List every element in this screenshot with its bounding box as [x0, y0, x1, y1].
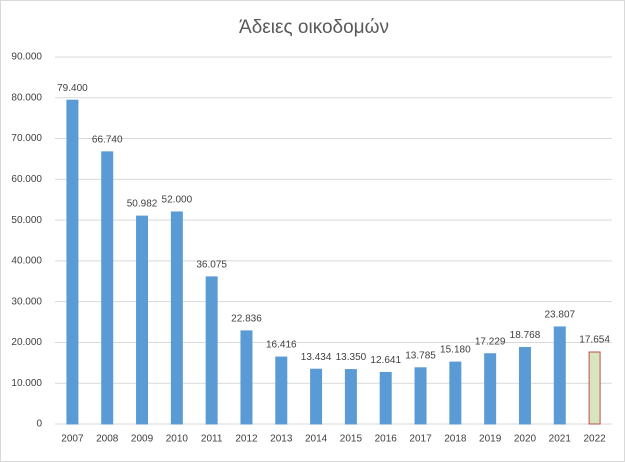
- bar: [275, 356, 288, 425]
- bar: [66, 99, 79, 425]
- y-tick-label: 10.000: [11, 378, 42, 389]
- x-tick-label: 2019: [479, 434, 502, 445]
- value-label: 18.768: [510, 330, 541, 341]
- value-label: 13.785: [405, 350, 436, 361]
- bar: [449, 361, 462, 425]
- x-tick-label: 2017: [409, 434, 432, 445]
- bar: [518, 346, 531, 425]
- bar: [240, 330, 253, 425]
- x-tick-label: 2011: [201, 434, 223, 445]
- x-tick-label: 2007: [61, 434, 84, 445]
- chart-title: Άδειες οικοδομών: [239, 17, 389, 38]
- value-label: 52.000: [162, 195, 193, 206]
- value-label: 50.982: [127, 199, 158, 210]
- y-tick-label: 80.000: [11, 92, 42, 103]
- bar: [101, 151, 114, 425]
- bar: [414, 367, 427, 425]
- x-tick-label: 2020: [514, 434, 537, 445]
- value-label: 22.836: [231, 314, 262, 325]
- value-label: 36.075: [196, 260, 227, 271]
- x-tick-label: 2010: [166, 434, 189, 445]
- value-label: 79.400: [57, 83, 88, 94]
- bar: [205, 276, 218, 425]
- x-tick-label: 2016: [375, 434, 398, 445]
- y-tick-label: 40.000: [11, 256, 42, 267]
- value-label: 17.229: [475, 336, 506, 347]
- x-tick-label: 2008: [96, 434, 119, 445]
- y-tick-label: 20.000: [11, 337, 42, 348]
- value-label: 17.654: [579, 335, 610, 346]
- bar: [484, 353, 497, 425]
- x-tick-label: 2013: [270, 434, 293, 445]
- value-label: 23.807: [544, 310, 575, 321]
- x-tick-label: 2015: [340, 434, 363, 445]
- x-tick-label: 2018: [444, 434, 467, 445]
- bar: [310, 368, 323, 425]
- x-tick-label: 2014: [305, 434, 328, 445]
- bar: [344, 369, 357, 425]
- y-tick-label: 70.000: [11, 133, 42, 144]
- y-tick-label: 90.000: [11, 52, 42, 63]
- value-label: 66.740: [92, 134, 123, 145]
- bar: [379, 371, 392, 425]
- bar: [588, 351, 601, 425]
- value-label: 15.180: [440, 345, 471, 356]
- value-label: 16.416: [266, 340, 297, 351]
- x-tick-label: 2021: [549, 434, 572, 445]
- bar: [136, 215, 149, 425]
- x-tick-label: 2022: [583, 434, 606, 445]
- y-tick-label: 30.000: [11, 296, 42, 307]
- y-tick-label: 0: [36, 419, 42, 430]
- y-tick-label: 60.000: [11, 174, 42, 185]
- value-label: 12.641: [370, 355, 401, 366]
- bar: [553, 326, 566, 425]
- bar: [170, 211, 183, 425]
- value-label: 13.434: [301, 352, 332, 363]
- value-label: 13.350: [336, 352, 367, 363]
- y-tick-label: 50.000: [11, 215, 42, 226]
- x-tick-label: 2012: [235, 434, 258, 445]
- x-tick-label: 2009: [131, 434, 154, 445]
